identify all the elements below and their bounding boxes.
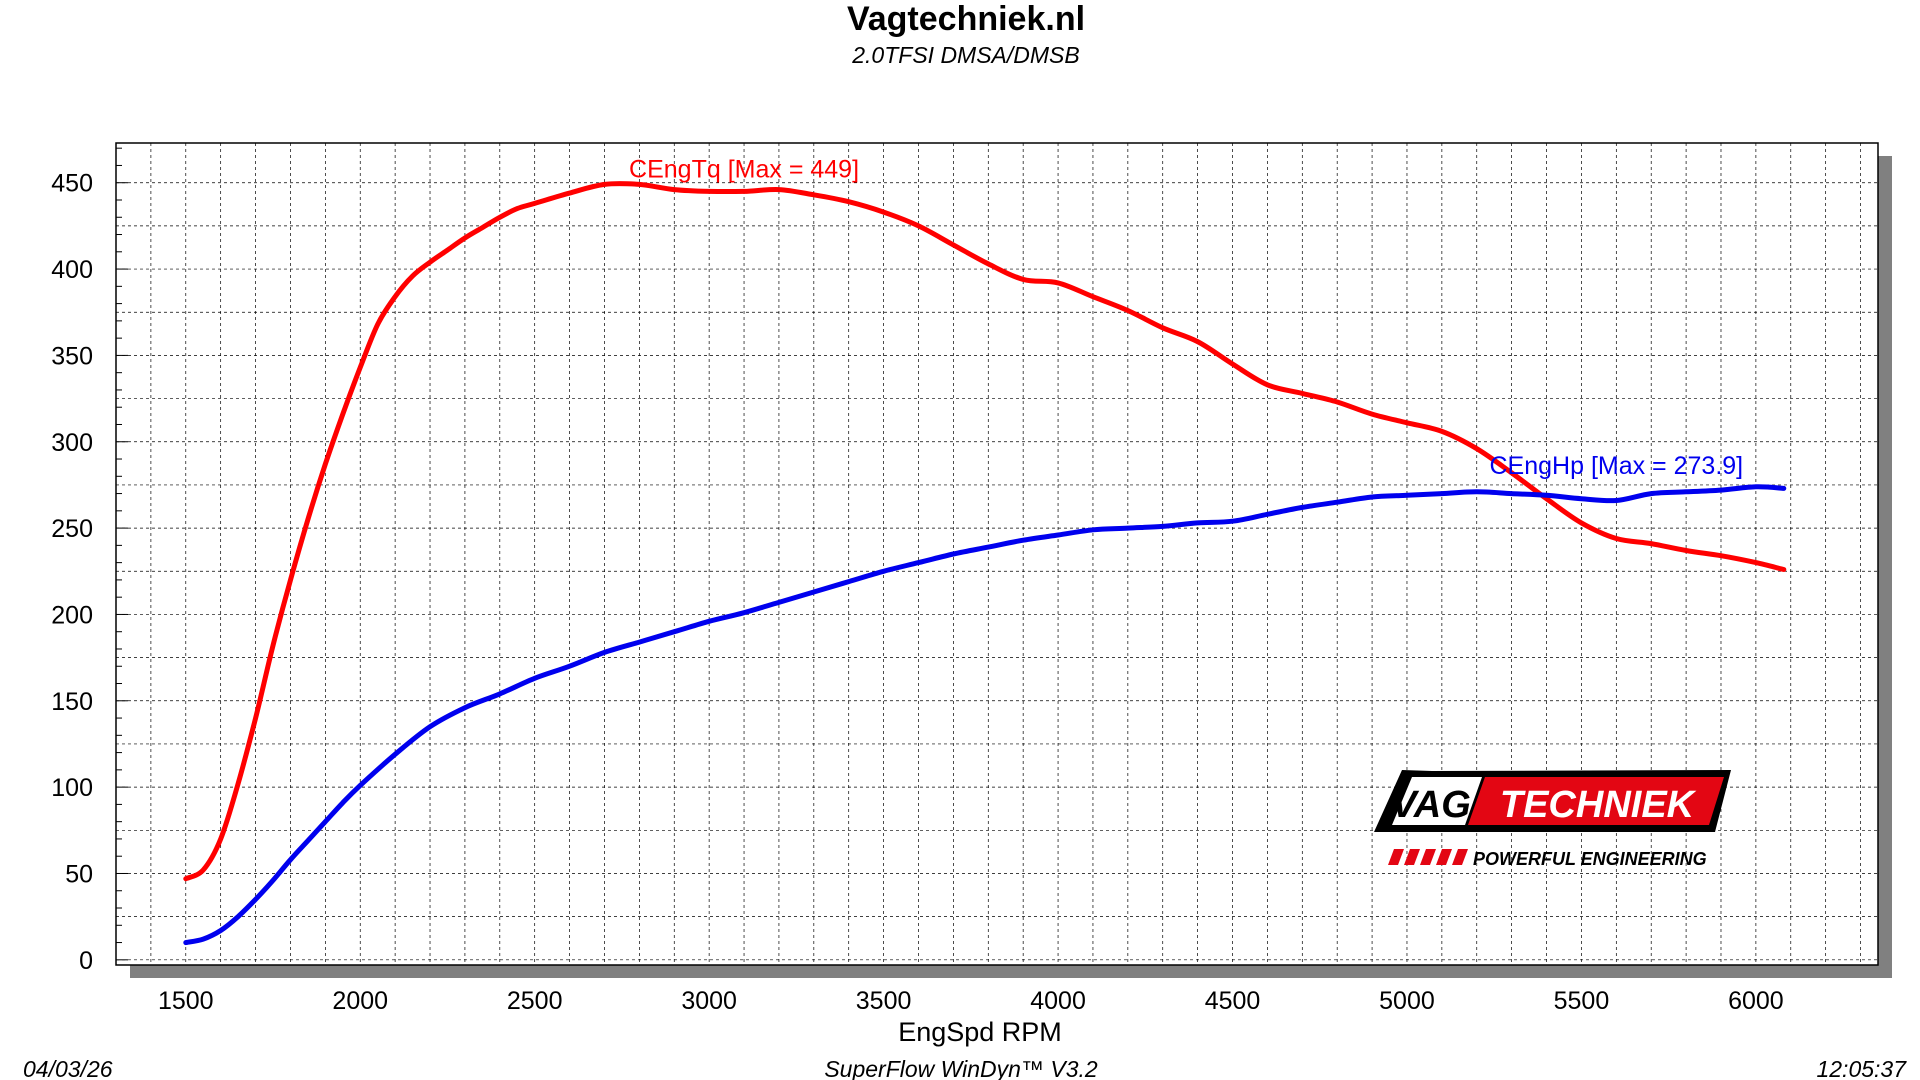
y-tick-label: 300 — [51, 429, 93, 457]
footer-software: SuperFlow WinDyn™ V3.2 — [824, 1056, 1098, 1080]
x-tick-label: 5500 — [1554, 987, 1610, 1015]
logo-tagline: POWERFUL ENGINEERING — [1473, 849, 1707, 869]
x-tick-label: 6000 — [1728, 987, 1784, 1015]
x-tick-label: 4000 — [1030, 987, 1086, 1015]
y-tick-label: 350 — [51, 342, 93, 370]
series-label-cengtq: CEngTq [Max = 449] — [629, 155, 859, 183]
vagtechniek-logo: VAG TECHNIEK POWERFUL ENGINEERING — [1374, 770, 1731, 869]
footer-time: 12:05:37 — [1816, 1056, 1907, 1080]
logo-text-right: TECHNIEK — [1500, 784, 1697, 826]
x-tick-label: 4500 — [1205, 987, 1261, 1015]
y-tick-label: 250 — [51, 515, 93, 543]
series-line-cenghp — [183, 484, 1787, 946]
x-tick-label: 3000 — [681, 987, 737, 1015]
footer-date: 04/03/26 — [23, 1056, 113, 1080]
x-tick-label: 3500 — [856, 987, 912, 1015]
y-tick-label: 400 — [51, 256, 93, 284]
series-lines: CEngTq [Max = 449] CEngHp [Max = 273.9] — [183, 155, 1787, 946]
x-axis-label: EngSpd RPM — [898, 1017, 1062, 1047]
y-tick-label: 50 — [65, 860, 93, 888]
logo-text-left: VAG — [1391, 784, 1471, 826]
chart-subtitle: 2.0TFSI DMSA/DMSB — [851, 42, 1079, 68]
y-tick-label: 150 — [51, 688, 93, 716]
x-tick-label: 2500 — [507, 987, 563, 1015]
x-tick-label: 2000 — [332, 987, 388, 1015]
y-tick-label: 450 — [51, 170, 93, 198]
y-tick-label: 100 — [51, 774, 93, 802]
series-line-cengtq — [183, 181, 1787, 882]
x-tick-label: 1500 — [158, 987, 214, 1015]
series-label-cenghp: CEngHp [Max = 273.9] — [1490, 452, 1744, 480]
y-axis-ticks: 0 50 100 150 200 250 300 350 400 450 — [51, 147, 128, 975]
logo-stripes-icon — [1388, 849, 1468, 865]
y-tick-label: 200 — [51, 601, 93, 629]
x-tick-label: 5000 — [1379, 987, 1435, 1015]
y-tick-label: 0 — [79, 947, 93, 975]
x-axis-ticks: 1500 2000 2500 3000 3500 4000 4500 5000 5500 6000 — [158, 987, 1784, 1015]
chart-title: Vagtechniek.nl — [847, 0, 1085, 38]
